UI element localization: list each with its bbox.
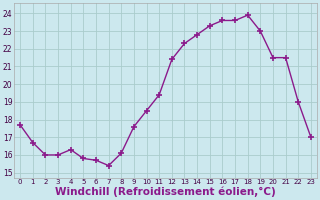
X-axis label: Windchill (Refroidissement éolien,°C): Windchill (Refroidissement éolien,°C): [55, 187, 276, 197]
